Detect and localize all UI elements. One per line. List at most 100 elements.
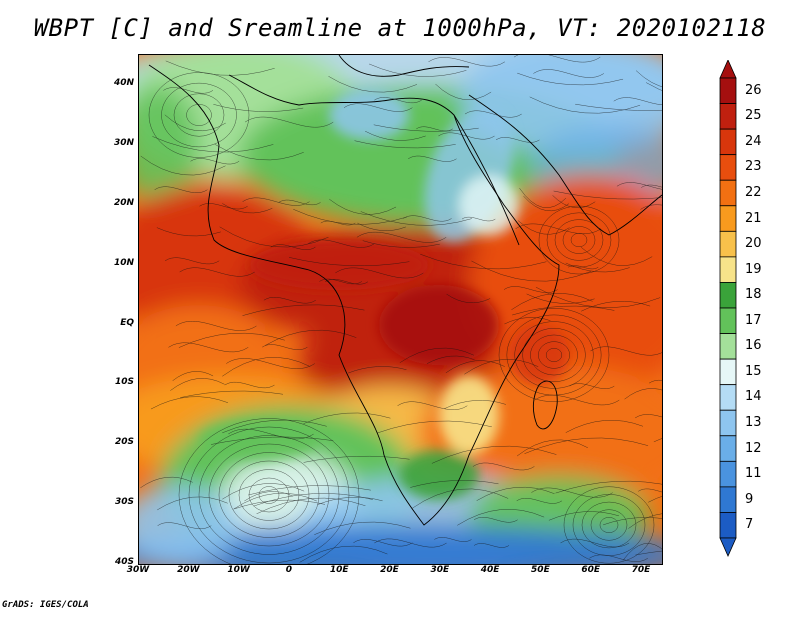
streamline xyxy=(565,419,644,433)
lon-label: 40E xyxy=(480,565,500,575)
streamline xyxy=(461,216,496,222)
streamline xyxy=(641,184,662,188)
streamline xyxy=(353,539,413,547)
streamline xyxy=(140,155,226,176)
streamline xyxy=(258,486,280,504)
colorbar-level-label: 20 xyxy=(745,236,762,252)
colorbar-box xyxy=(719,435,737,462)
streamline xyxy=(498,308,610,402)
streamline xyxy=(473,543,510,548)
streamline xyxy=(653,438,662,443)
streamline xyxy=(522,328,586,382)
field-patch xyxy=(509,325,569,385)
lat-label: 20N xyxy=(113,197,134,208)
streamline xyxy=(616,182,662,190)
streamline xyxy=(428,57,506,67)
colorbar-box xyxy=(719,128,737,156)
lat-label: 40N xyxy=(113,78,134,88)
colorbar-arrow-top xyxy=(719,60,737,79)
streamline xyxy=(140,476,193,488)
streamline xyxy=(464,110,522,118)
streamline xyxy=(538,205,620,275)
streamline xyxy=(524,437,649,454)
streamline xyxy=(238,469,300,521)
streamline xyxy=(165,60,275,76)
streamline xyxy=(603,517,662,526)
colorbar-box xyxy=(719,486,737,513)
streamline xyxy=(228,428,314,440)
streamline xyxy=(545,348,563,362)
streamline xyxy=(563,486,655,564)
streamline xyxy=(416,126,453,132)
colorbar-box xyxy=(719,333,737,360)
streamline xyxy=(560,538,630,548)
lat-label: 10N xyxy=(113,257,134,268)
streamline xyxy=(471,260,592,282)
streamline xyxy=(476,486,555,501)
streamline xyxy=(554,219,604,261)
streamline xyxy=(157,522,212,529)
streamline xyxy=(599,517,619,533)
streamline xyxy=(164,257,220,265)
streamline xyxy=(438,132,495,140)
colorbar-level-label: 18 xyxy=(745,287,762,303)
lon-label: 30E xyxy=(430,565,450,575)
streamline xyxy=(303,455,410,463)
streamline xyxy=(152,136,274,153)
streamline xyxy=(580,247,653,266)
coastlines xyxy=(148,55,662,526)
streamline xyxy=(233,499,326,510)
streamline xyxy=(308,239,375,248)
streamline xyxy=(624,388,662,400)
streamline xyxy=(457,509,545,526)
streamline xyxy=(347,366,407,374)
streamline xyxy=(526,293,595,304)
colorbar-level-label: 21 xyxy=(745,210,762,226)
lon-label: 60E xyxy=(581,565,601,575)
colorbar-level-label: 17 xyxy=(745,312,762,328)
streamline xyxy=(365,130,426,141)
streamline xyxy=(362,240,440,248)
streamline xyxy=(248,485,371,496)
streamline xyxy=(553,190,662,200)
streamline xyxy=(325,279,369,285)
streamline xyxy=(546,212,612,268)
streamline xyxy=(516,439,588,457)
streamline xyxy=(581,501,637,549)
streamline xyxy=(373,124,479,132)
colorbar-box xyxy=(719,512,737,539)
streamline xyxy=(523,195,570,212)
streamline xyxy=(265,329,357,346)
lat-label: 40S xyxy=(114,557,134,567)
streamline xyxy=(248,477,290,513)
lon-label: 70E xyxy=(631,565,651,575)
lon-label: 20E xyxy=(380,565,399,575)
coastline xyxy=(148,64,560,526)
streamline xyxy=(648,496,662,503)
colorbar-level-label: 16 xyxy=(745,338,762,354)
field-patch xyxy=(459,175,519,235)
streamline xyxy=(572,494,646,556)
streamline xyxy=(148,72,250,158)
streamline xyxy=(534,395,620,406)
streamlines xyxy=(140,55,662,564)
field-patch xyxy=(379,285,499,365)
lat-label: EQ xyxy=(120,317,134,328)
colorbar-box xyxy=(719,307,737,334)
streamline xyxy=(288,257,410,267)
map-field-svg xyxy=(139,55,662,564)
streamline xyxy=(504,317,551,325)
colorbar-box xyxy=(719,358,737,386)
streamline xyxy=(512,305,615,316)
colorbar-box xyxy=(719,103,737,130)
streamline xyxy=(570,232,588,248)
streamline xyxy=(179,267,255,277)
streamline xyxy=(186,104,212,126)
streamline xyxy=(154,186,208,194)
lon-label: 10E xyxy=(329,565,349,575)
streamline xyxy=(175,321,257,331)
colorbar-box xyxy=(719,256,737,283)
streamline xyxy=(299,545,388,563)
colorbar-box xyxy=(719,409,737,437)
colorbar-box xyxy=(719,77,737,104)
